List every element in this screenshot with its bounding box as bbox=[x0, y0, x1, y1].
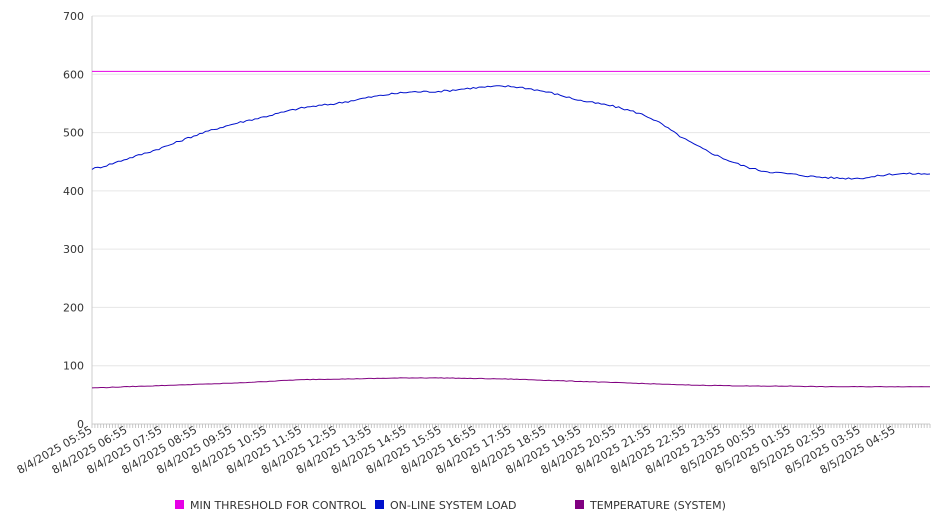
y-tick-label: 600 bbox=[63, 68, 84, 81]
legend-swatch bbox=[175, 500, 184, 509]
series-lines bbox=[91, 70, 931, 389]
legend-swatch bbox=[575, 500, 584, 509]
grid-lines bbox=[92, 15, 930, 367]
legend-swatch bbox=[375, 500, 384, 509]
series-line-2 bbox=[91, 85, 931, 180]
y-tick-label: 400 bbox=[63, 185, 84, 198]
y-tick-label: 100 bbox=[63, 360, 84, 373]
y-tick-label: 200 bbox=[63, 301, 84, 314]
legend-label: ON-LINE SYSTEM LOAD bbox=[390, 499, 516, 512]
y-tick-label: 500 bbox=[63, 127, 84, 140]
legend-label: TEMPERATURE (SYSTEM) bbox=[589, 499, 726, 512]
series-line-3 bbox=[91, 377, 931, 389]
legend-label: MIN THRESHOLD FOR CONTROL bbox=[190, 499, 367, 512]
y-tick-label: 300 bbox=[63, 243, 84, 256]
legend: MIN THRESHOLD FOR CONTROL ON-LINE SYSTEM … bbox=[175, 499, 726, 512]
y-tick-label: 0 bbox=[77, 418, 84, 431]
y-tick-label: 700 bbox=[63, 10, 84, 23]
